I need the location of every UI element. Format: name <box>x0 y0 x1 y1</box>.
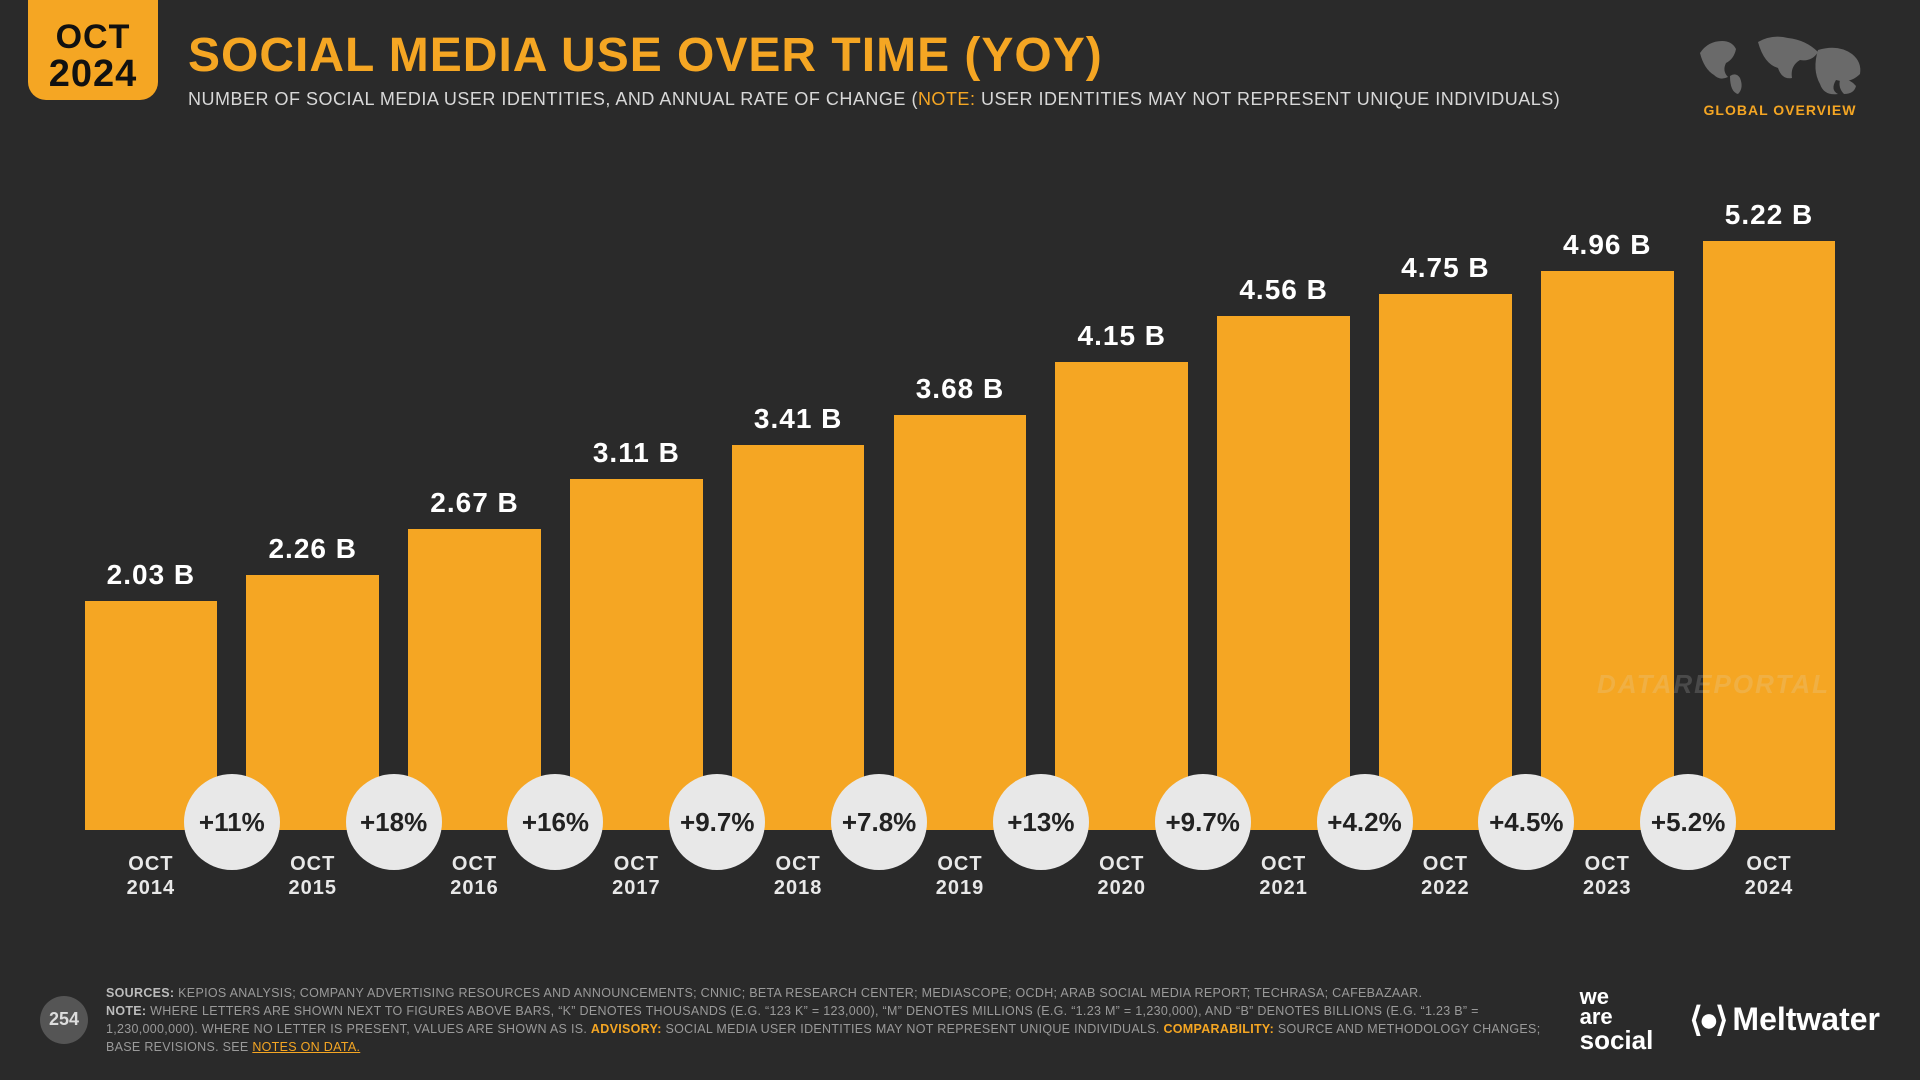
bar <box>85 601 218 830</box>
bar <box>1217 316 1350 830</box>
bar-column: 4.56 B <box>1203 274 1365 830</box>
bar-column: 3.11 B <box>555 437 717 830</box>
bar-value-label: 4.15 B <box>1078 320 1167 352</box>
badge-year: 2024 <box>49 54 138 96</box>
meltwater-icon: ⟨●⟩ <box>1689 1000 1724 1040</box>
bar-column: 2.26 B <box>232 533 394 830</box>
footer-logos: we are social ⟨●⟩ Meltwater <box>1580 987 1880 1053</box>
page-title: SOCIAL MEDIA USE OVER TIME (YOY) <box>188 28 1680 83</box>
x-tick: OCT2024 <box>1688 852 1850 900</box>
bar-column: 5.22 B <box>1688 199 1850 830</box>
globe-box: GLOBAL OVERVIEW <box>1680 28 1880 118</box>
bar <box>408 529 541 830</box>
sources-label: SOURCES: <box>106 986 174 1000</box>
bar-column: 2.03 B <box>70 559 232 830</box>
bar <box>732 445 865 830</box>
page-subtitle: NUMBER OF SOCIAL MEDIA USER IDENTITIES, … <box>188 89 1680 110</box>
we-are-social-logo: we are social <box>1580 987 1654 1053</box>
bar <box>1055 362 1188 830</box>
advisory-text: SOCIAL MEDIA USER IDENTITIES MAY NOT REP… <box>662 1022 1164 1036</box>
watermark: DATAREPORTAL <box>1597 669 1830 700</box>
x-tick: OCT2023 <box>1526 852 1688 900</box>
title-block: SOCIAL MEDIA USE OVER TIME (YOY) NUMBER … <box>188 28 1680 110</box>
meltwater-text: Meltwater <box>1732 1001 1880 1038</box>
bars-container: 2.03 B 2.26 B 2.67 B 3.11 B 3.41 B 3.68 B 4.15… <box>70 160 1850 830</box>
bar-value-label: 3.41 B <box>754 403 843 435</box>
world-map-icon <box>1690 28 1870 98</box>
was-line3: social <box>1580 1028 1654 1053</box>
bar-value-label: 3.11 B <box>593 437 680 469</box>
subtitle-pre: NUMBER OF SOCIAL MEDIA USER IDENTITIES, … <box>188 89 918 109</box>
x-axis: OCT2014OCT2015OCT2016OCT2017OCT2018OCT20… <box>70 852 1850 900</box>
subtitle-note: NOTE: <box>918 89 976 109</box>
note-label: NOTE: <box>106 1004 146 1018</box>
x-tick: OCT2020 <box>1041 852 1203 900</box>
x-tick: OCT2022 <box>1365 852 1527 900</box>
bar-value-label: 3.68 B <box>916 373 1005 405</box>
bar-value-label: 5.22 B <box>1725 199 1814 231</box>
x-tick: OCT2021 <box>1203 852 1365 900</box>
date-badge: OCT 2024 <box>28 0 158 100</box>
bar-value-label: 4.56 B <box>1239 274 1328 306</box>
footer: 254 SOURCES: KEPIOS ANALYSIS; COMPANY AD… <box>0 966 1920 1080</box>
x-tick: OCT2016 <box>394 852 556 900</box>
bar-column: 3.41 B <box>717 403 879 830</box>
bar-chart: 2.03 B 2.26 B 2.67 B 3.11 B 3.41 B 3.68 B 4.15… <box>70 160 1850 900</box>
x-tick: OCT2017 <box>555 852 717 900</box>
bar-value-label: 4.75 B <box>1401 252 1490 284</box>
bar <box>894 415 1027 830</box>
bar <box>1703 241 1836 830</box>
bar-value-label: 2.26 B <box>268 533 357 565</box>
x-tick: OCT2014 <box>70 852 232 900</box>
page-number: 254 <box>40 996 88 1044</box>
globe-label: GLOBAL OVERVIEW <box>1704 102 1857 118</box>
subtitle-post: USER IDENTITIES MAY NOT REPRESENT UNIQUE… <box>975 89 1560 109</box>
bar-column: 4.15 B <box>1041 320 1203 830</box>
bar <box>1541 271 1674 830</box>
bar-column: 4.75 B <box>1365 252 1527 830</box>
bar <box>1379 294 1512 830</box>
x-tick: OCT2015 <box>232 852 394 900</box>
footer-text: SOURCES: KEPIOS ANALYSIS; COMPANY ADVERT… <box>106 984 1550 1057</box>
comp-label: COMPARABILITY: <box>1163 1022 1274 1036</box>
bar-column: 3.68 B <box>879 373 1041 830</box>
x-tick: OCT2019 <box>879 852 1041 900</box>
bar-value-label: 2.67 B <box>430 487 519 519</box>
header: OCT 2024 SOCIAL MEDIA USE OVER TIME (YOY… <box>0 0 1920 118</box>
bar <box>570 479 703 830</box>
bar <box>246 575 379 830</box>
meltwater-logo: ⟨●⟩ Meltwater <box>1689 1000 1880 1040</box>
bar-column: 2.67 B <box>394 487 556 830</box>
notes-link[interactable]: NOTES ON DATA. <box>252 1040 360 1054</box>
x-tick: OCT2018 <box>717 852 879 900</box>
advisory-label: ADVISORY: <box>591 1022 662 1036</box>
sources-text: KEPIOS ANALYSIS; COMPANY ADVERTISING RES… <box>174 986 1422 1000</box>
bar-value-label: 2.03 B <box>107 559 196 591</box>
bar-column: 4.96 B <box>1526 229 1688 830</box>
bar-value-label: 4.96 B <box>1563 229 1652 261</box>
badge-month: OCT <box>56 20 131 54</box>
